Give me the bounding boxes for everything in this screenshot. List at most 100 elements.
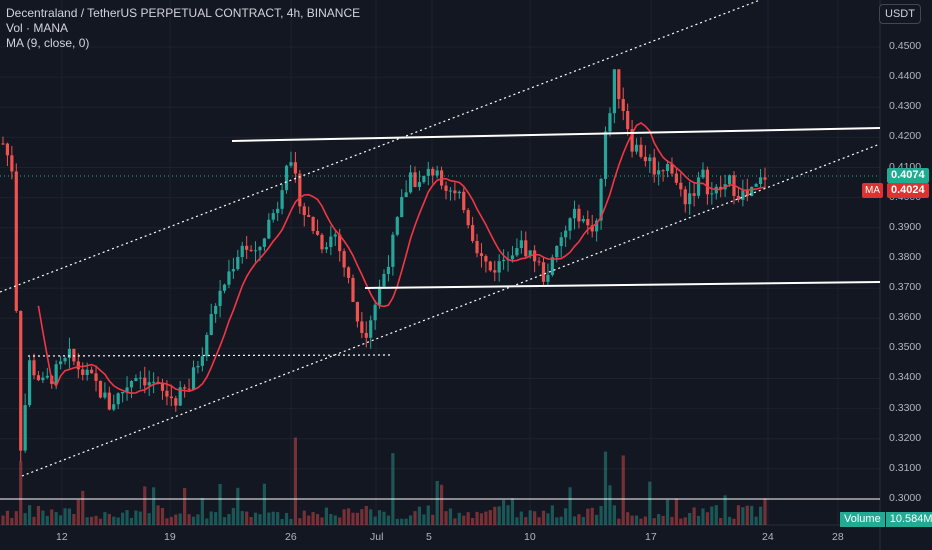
volume-bar (152, 487, 156, 525)
volume-legend[interactable]: Vol · MANA (6, 21, 69, 35)
candle-body (661, 170, 665, 172)
upper-channel-line (0, 0, 761, 293)
volume-bar (431, 514, 435, 525)
volume-bar (519, 511, 523, 525)
candle-body (515, 248, 519, 256)
volume-bar (502, 499, 506, 525)
volume-bar (745, 505, 749, 525)
volume-bar (209, 511, 213, 525)
candle-body (595, 220, 599, 232)
volume-bar (267, 512, 271, 525)
candle-body (81, 369, 85, 375)
volume-bar (723, 495, 727, 525)
time-tick-label: 24 (762, 531, 774, 543)
trendlines (0, 0, 881, 477)
candle-body (58, 361, 63, 365)
volume-bar (218, 483, 222, 525)
candle-body (652, 157, 656, 175)
volume-bar (302, 510, 306, 525)
price-tick-label: 0.3400 (889, 371, 922, 384)
volume-bar (240, 511, 244, 525)
ma-value-tag: 0.4024 (887, 183, 929, 198)
candle-body (745, 190, 749, 196)
candle-body (634, 144, 639, 152)
currency-button[interactable]: USDT (879, 4, 921, 24)
volume-bar (134, 510, 138, 525)
candle-body (152, 381, 156, 383)
volume-bar (643, 516, 647, 525)
candle-body (76, 361, 80, 370)
volume-bar (342, 509, 346, 525)
candle-body (377, 286, 382, 305)
volume-bar (457, 512, 461, 525)
time-tick-label: 28 (832, 531, 844, 543)
candle-body (231, 269, 235, 272)
volume-bar (196, 514, 200, 525)
volume-bar (448, 508, 453, 525)
candle-body (14, 171, 18, 311)
volume-bar (116, 517, 120, 525)
volume-bar (307, 515, 311, 525)
candle-body (67, 348, 72, 359)
volume-bar (67, 508, 72, 525)
candle-body (395, 217, 399, 235)
volume-bar (103, 512, 107, 525)
volume-bar (705, 512, 710, 525)
candle-body (572, 208, 577, 219)
candle-body (315, 230, 320, 235)
candle-body (5, 143, 10, 156)
candle-body (382, 273, 386, 287)
volume-bar (674, 498, 678, 525)
candle-body (214, 305, 218, 315)
volume-bar (665, 499, 670, 525)
candle-body (41, 377, 45, 381)
candle-body (196, 365, 200, 368)
price-tick-label: 0.3000 (889, 492, 922, 504)
candle-body (639, 144, 643, 157)
volume-bar (271, 511, 275, 525)
volume-bar (657, 514, 661, 525)
candle-body (373, 304, 377, 321)
candle-body (754, 184, 758, 187)
volume-bar (338, 517, 342, 525)
volume-bar (395, 518, 399, 525)
volume-bar (488, 510, 492, 525)
volume-bar (462, 515, 466, 525)
candle-body (408, 172, 413, 193)
volume-bar (595, 514, 599, 525)
candle-body (23, 405, 27, 451)
price-tick-label: 0.3200 (889, 431, 922, 444)
candle-body (626, 111, 630, 130)
support-line (364, 281, 881, 289)
volume-bar (373, 516, 377, 525)
volume-bar (493, 506, 497, 525)
volume-bar (626, 512, 630, 525)
candle-body (218, 290, 222, 306)
ma-legend[interactable]: MA (9, close, 0) (6, 36, 90, 50)
volume-bar (369, 509, 373, 525)
symbol-title[interactable]: Decentraland / TetherUS PERPETUAL CONTRA… (6, 6, 361, 20)
candle-body (603, 131, 608, 179)
volume-bar (524, 517, 528, 525)
volume-bar (289, 518, 293, 525)
volume-bar (23, 513, 27, 525)
volume-bar (236, 487, 240, 525)
volume-bar (249, 517, 253, 525)
volume-bar (311, 512, 315, 525)
candle-body (355, 301, 360, 322)
candle-body (85, 369, 89, 375)
volume-bar (564, 508, 568, 525)
volume-bar (138, 511, 142, 525)
candle-body (679, 182, 683, 190)
volume-bar (581, 517, 585, 525)
candle-body (435, 170, 439, 176)
candle-body (391, 234, 395, 267)
candle-body (617, 69, 621, 99)
candle-body (338, 234, 342, 252)
volume-bar (710, 506, 714, 525)
candle-body (488, 261, 492, 271)
volume-bar (156, 505, 160, 525)
volume-bar (484, 511, 488, 525)
